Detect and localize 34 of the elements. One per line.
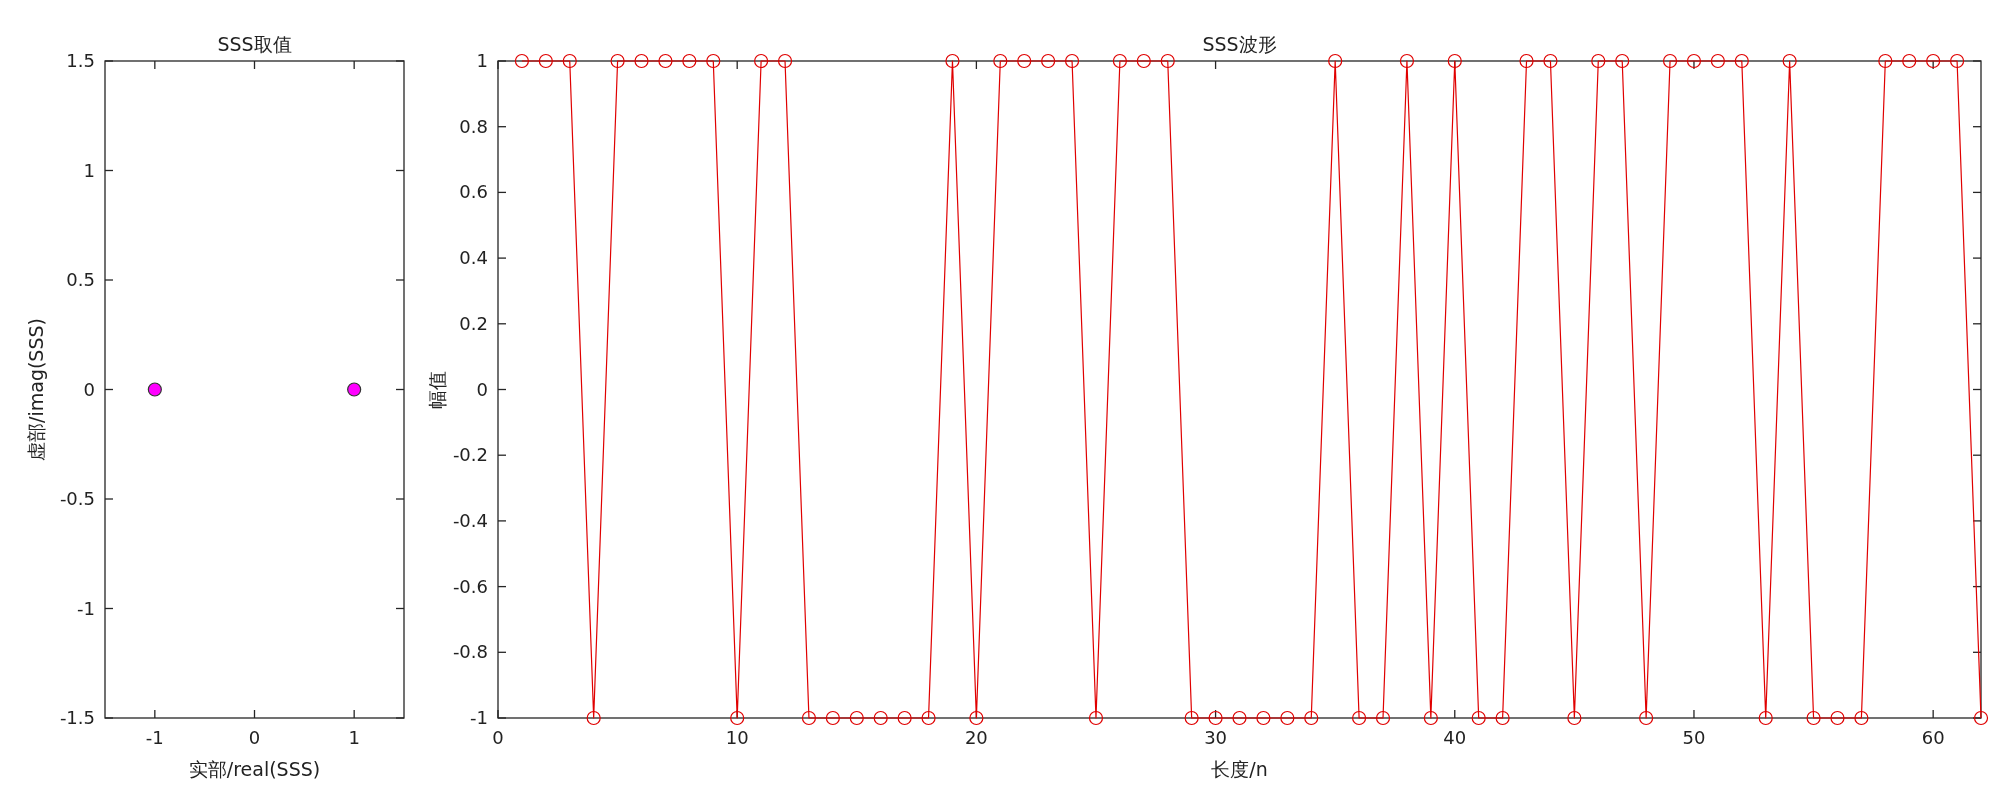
- y-axis-title: 虚部/imag(SSS): [25, 318, 47, 461]
- y-tick-label: -0.8: [452, 641, 488, 663]
- y-tick-label: -1: [77, 597, 95, 619]
- y-tick-label: 1: [83, 159, 95, 181]
- y-axis-title: 幅值: [426, 370, 448, 409]
- y-tick-label: 0: [476, 378, 488, 400]
- y-tick-label: 0.5: [66, 269, 95, 290]
- chart-title: SSS波形: [1202, 33, 1277, 55]
- y-tick-label: 0.4: [459, 247, 488, 269]
- x-tick-label: 50: [1682, 727, 1706, 748]
- y-tick-label: -0.5: [59, 488, 95, 509]
- x-tick-label: -1: [145, 727, 164, 748]
- y-tick-label: 1: [476, 50, 488, 71]
- x-tick-label: 0: [248, 727, 261, 748]
- x-tick-label: 1: [348, 727, 360, 748]
- y-tick-label: -1.5: [59, 707, 95, 728]
- y-tick-label: 0.6: [459, 181, 488, 203]
- x-tick-label: 0: [492, 727, 504, 748]
- x-tick-label: 40: [1443, 727, 1467, 748]
- x-tick-label: 60: [1921, 727, 1945, 748]
- y-tick-label: -0.4: [452, 509, 488, 531]
- y-tick-label: -1: [470, 707, 488, 728]
- y-tick-label: 0.8: [459, 115, 488, 137]
- y-tick-label: -0.6: [452, 575, 488, 597]
- x-axis-title: 实部/real(SSS): [188, 758, 321, 780]
- x-tick-label: 20: [964, 727, 988, 748]
- x-tick-label: 10: [725, 727, 749, 748]
- chart-title: SSS取值: [217, 33, 292, 55]
- y-tick-label: -0.2: [452, 444, 488, 466]
- y-tick-label: 1.5: [66, 50, 95, 71]
- x-tick-label: 30: [1204, 727, 1228, 748]
- x-axis-title: 长度/n: [1211, 758, 1268, 780]
- y-tick-label: 0.2: [459, 312, 488, 334]
- y-tick-label: 0: [83, 378, 95, 400]
